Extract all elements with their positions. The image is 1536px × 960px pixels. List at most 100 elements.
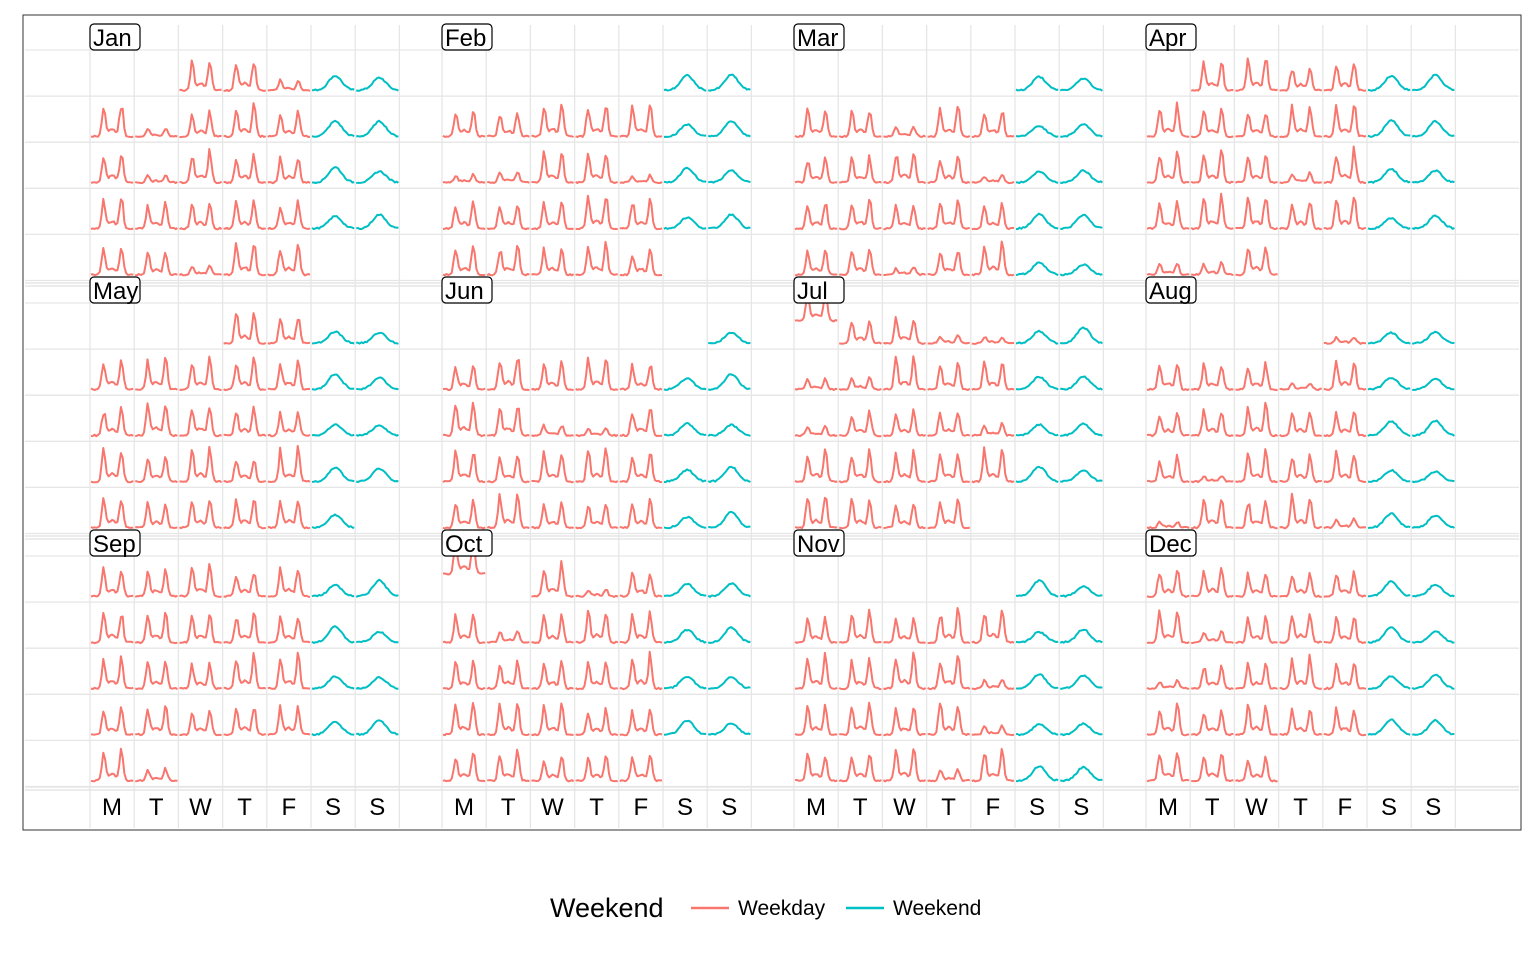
day-line-sep-29 [90,747,134,783]
day-line-apr-24 [1278,202,1322,231]
month-label-text: Sep [93,531,136,558]
x-tick-label: M [102,794,122,821]
day-line-jun-28 [663,515,707,530]
x-tick-label: T [941,794,956,821]
day-line-feb-19 [531,200,574,231]
day-line-oct-11 [663,628,707,644]
facet-aug: Aug [1145,276,1456,530]
day-line-apr-15 [1190,149,1234,184]
month-label-text: Oct [445,531,483,558]
day-line-feb-8 [663,123,707,138]
day-line-oct-2 [575,588,619,598]
x-tick-label: W [189,794,212,821]
day-line-jul-24 [927,453,970,483]
day-line-apr-16 [1234,155,1278,184]
day-line-jan-19 [356,170,399,185]
day-line-jun-2 [442,365,486,391]
day-line-apr-29 [1191,261,1234,277]
day-line-jul-22 [838,448,882,484]
day-line-jan-21 [135,200,178,231]
legend: Weekend Weekday Weekend [550,893,981,923]
day-line-aug-27 [1235,500,1278,530]
day-line-dec-29 [1146,752,1190,783]
day-line-jul-25 [971,446,1015,484]
day-line-jul-28 [794,496,838,530]
day-line-jan-24 [267,199,311,231]
day-line-feb-25 [486,245,530,277]
day-line-feb-13 [575,152,618,185]
day-line-oct-9 [575,609,619,645]
day-line-nov-18 [839,701,882,736]
day-line-jan-5 [356,76,399,92]
day-line-mar-22 [1015,212,1059,231]
day-line-may-9 [267,359,311,391]
day-line-nov-25 [838,754,882,783]
legend-label-weekend: Weekend [893,897,981,920]
day-line-oct-15 [531,660,574,691]
day-line-mar-8 [1015,125,1059,138]
day-line-oct-17 [619,650,663,691]
day-line-sep-3 [179,563,222,598]
x-tick-label: S [1029,794,1045,821]
day-line-jun-11 [530,423,574,437]
day-line-aug-30 [1367,512,1411,530]
day-line-aug-8 [1323,359,1367,391]
day-line-may-31 [311,513,355,529]
day-line-aug-17 [1411,419,1456,437]
day-line-jun-15 [707,423,751,437]
day-line-apr-19 [1367,168,1411,184]
day-line-dec-7 [1412,583,1455,598]
day-line-feb-12 [531,150,575,184]
day-line-mar-30 [1059,263,1103,277]
month-label-dec: Dec [1145,529,1197,558]
day-line-oct-27 [442,752,486,783]
day-line-sep-2 [134,568,178,598]
day-line-aug-4 [1146,364,1190,391]
day-line-jul-7 [794,377,838,392]
panel-border [22,14,1522,831]
day-line-sep-16 [134,660,178,691]
day-line-jun-4 [531,360,574,391]
day-line-may-3 [311,330,355,345]
day-line-jun-29 [708,510,751,529]
x-tick-label: S [721,794,737,821]
day-line-jan-13 [90,155,134,184]
day-line-may-5 [90,359,134,392]
day-line-may-26 [90,497,134,529]
month-label-text: May [93,278,138,305]
x-tick-label: M [454,794,474,821]
day-line-may-16 [267,410,311,438]
day-line-jan-12 [356,119,399,138]
day-line-feb-11 [487,171,530,184]
month-label-text: Dec [1149,531,1192,558]
x-tick-label: S [1381,794,1397,821]
day-line-dec-14 [1411,630,1455,644]
day-line-aug-23 [1367,468,1411,483]
day-line-jan-20 [90,197,134,231]
day-line-oct-31 [619,754,663,783]
day-line-sep-22 [90,706,134,736]
facet-apr: Apr [1145,23,1455,277]
day-line-jul-10 [927,362,971,391]
day-line-sep-15 [90,655,134,691]
day-line-nov-15 [1015,673,1059,690]
day-line-aug-22 [1323,449,1367,483]
day-line-aug-21 [1279,453,1323,484]
day-line-jul-19 [1015,423,1059,437]
day-line-jan-17 [267,155,311,185]
day-line-sep-1 [90,566,134,598]
day-line-jun-17 [486,455,530,484]
day-line-may-25 [355,467,399,483]
day-line-feb-2 [707,73,751,92]
day-line-aug-26 [1191,498,1234,530]
day-line-apr-13 [1411,119,1455,138]
day-line-dec-25 [1279,707,1323,736]
day-line-dec-11 [1279,613,1323,644]
day-line-jul-30 [883,503,926,530]
day-line-may-15 [223,405,267,437]
day-line-jul-29 [838,497,882,530]
day-line-feb-23 [708,213,751,230]
day-line-may-6 [135,356,178,391]
day-line-dec-8 [1146,609,1190,644]
